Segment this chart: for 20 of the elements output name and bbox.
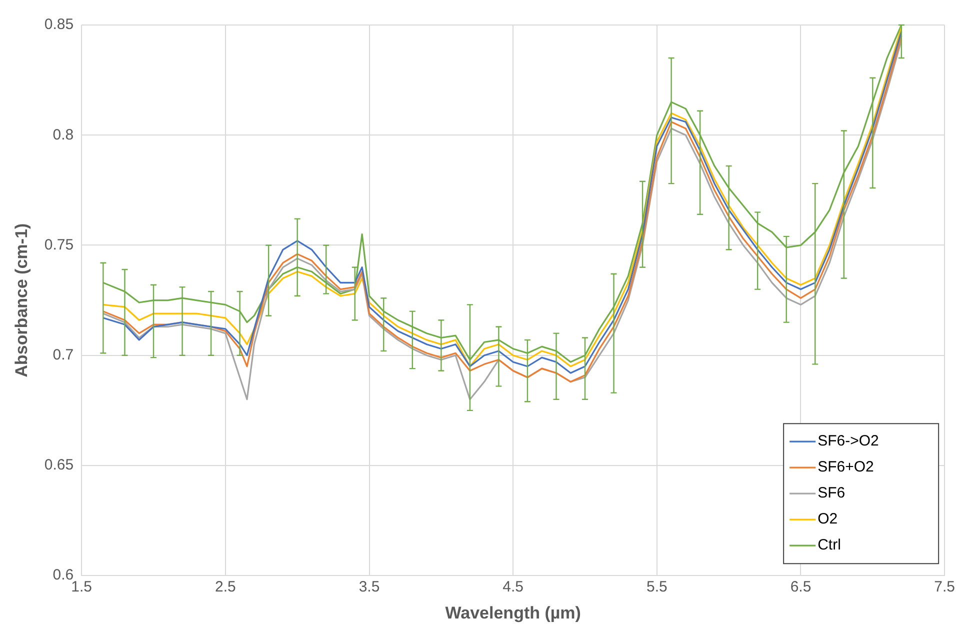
legend-label: O2 [818, 510, 838, 528]
x-tick-label: 2.5 [214, 578, 236, 596]
x-tick-label: 5.5 [646, 578, 668, 596]
legend-label: SF6 [818, 484, 846, 502]
y-tick-label: 0.7 [52, 346, 74, 364]
y-tick-label: 0.6 [52, 566, 74, 584]
y-tick-label: 0.85 [44, 16, 74, 34]
x-tick-label: 6.5 [790, 578, 812, 596]
x-tick-label: 7.5 [934, 578, 956, 596]
y-tick-label: 0.8 [52, 126, 74, 144]
x-tick-label: 3.5 [358, 578, 380, 596]
x-tick-label: 4.5 [502, 578, 524, 596]
legend-label: Ctrl [818, 536, 841, 554]
y-axis-title: Absorbance (cm-1) [12, 223, 31, 378]
legend-label: SF6->O2 [818, 432, 879, 450]
x-tick-label: 1.5 [71, 578, 92, 596]
x-axis-title: Wavelength (µm) [445, 603, 581, 622]
y-tick-label: 0.65 [44, 456, 74, 474]
legend-label: SF6+O2 [818, 458, 874, 476]
y-tick-label: 0.75 [44, 236, 74, 254]
